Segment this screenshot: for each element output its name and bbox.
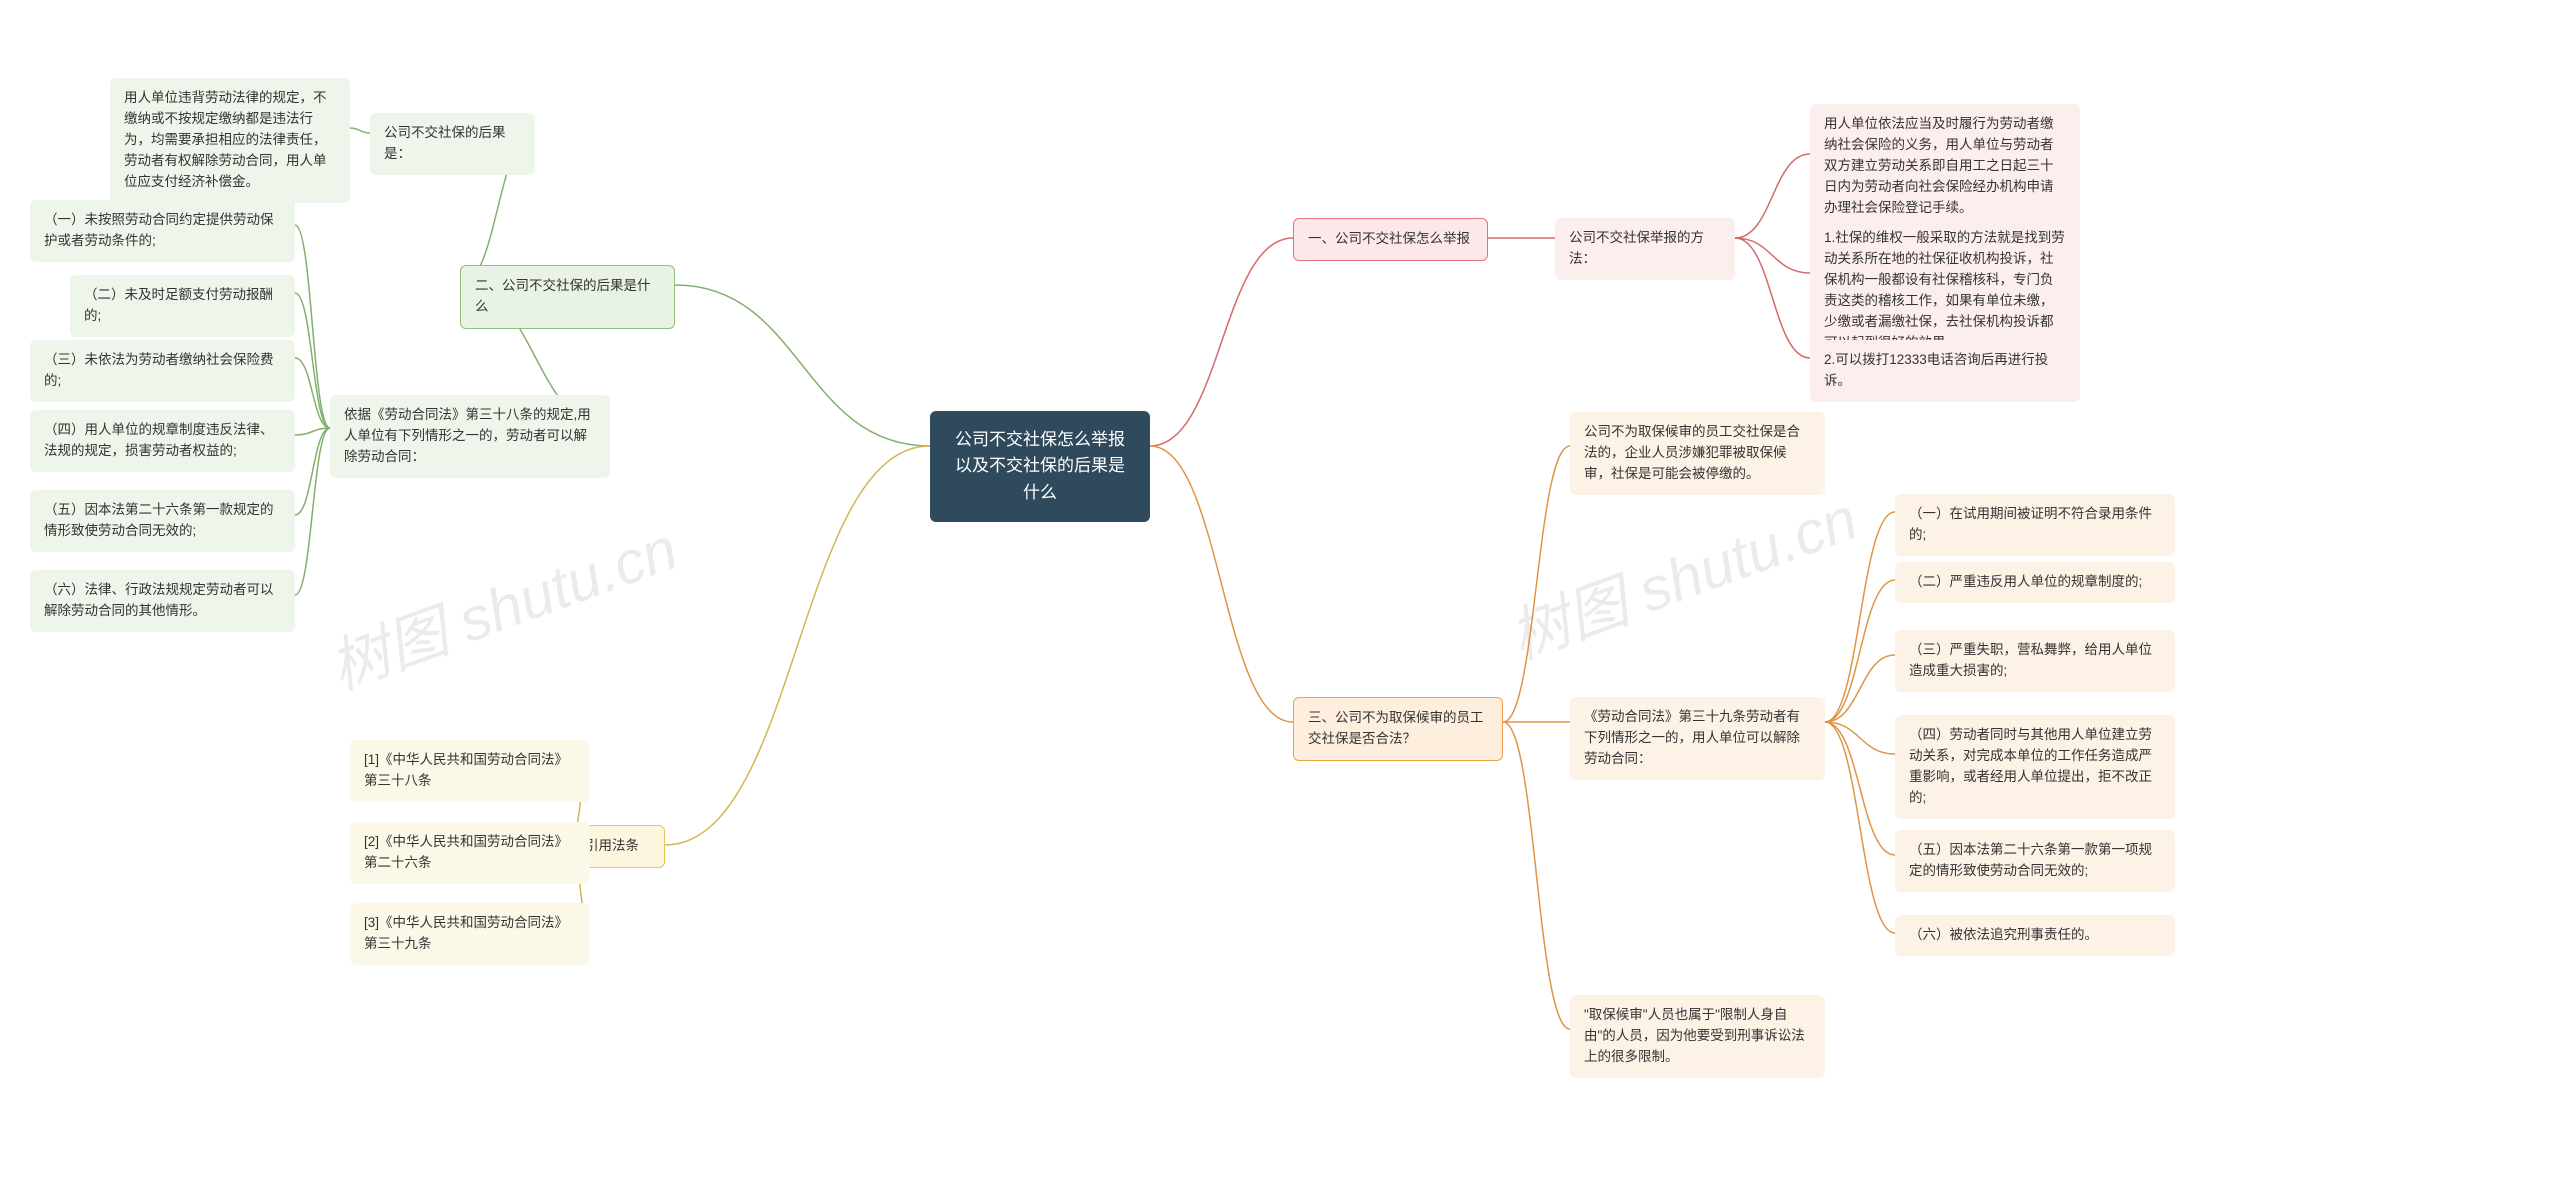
leaf-node: （二）严重违反用人单位的规章制度的; bbox=[1895, 562, 2175, 603]
branch-sub-article39: 《劳动合同法》第三十九条劳动者有下列情形之一的，用人单位可以解除劳动合同： bbox=[1570, 697, 1825, 780]
branch-sub-consequence-desc: 公司不交社保的后果是： bbox=[370, 113, 535, 175]
leaf-node: （三）未依法为劳动者缴纳社会保险费的; bbox=[30, 340, 295, 402]
branch-sub-article38: 依据《劳动合同法》第三十八条的规定,用人单位有下列情形之一的，劳动者可以解除劳动… bbox=[330, 395, 610, 478]
root-node: 公司不交社保怎么举报以及不交社保的后果是什么 bbox=[930, 411, 1150, 522]
leaf-node: （一）未按照劳动合同约定提供劳动保护或者劳动条件的; bbox=[30, 200, 295, 262]
leaf-node: [3]《中华人民共和国劳动合同法》 第三十九条 bbox=[350, 903, 590, 965]
leaf-node: （五）因本法第二十六条第一款规定的情形致使劳动合同无效的; bbox=[30, 490, 295, 552]
leaf-node: 用人单位依法应当及时履行为劳动者缴纳社会保险的义务，用人单位与劳动者双方建立劳动… bbox=[1810, 104, 2080, 229]
leaf-node: [2]《中华人民共和国劳动合同法》 第二十六条 bbox=[350, 822, 590, 884]
leaf-node: 用人单位违背劳动法律的规定，不缴纳或不按规定缴纳都是违法行为，均需要承担相应的法… bbox=[110, 78, 350, 203]
branch-sub-report-methods: 公司不交社保举报的方法： bbox=[1555, 218, 1735, 280]
leaf-node: （四）劳动者同时与其他用人单位建立劳动关系，对完成本单位的工作任务造成严重影响，… bbox=[1895, 715, 2175, 819]
leaf-node: （一）在试用期间被证明不符合录用条件的; bbox=[1895, 494, 2175, 556]
leaf-node: 2.可以拨打12333电话咨询后再进行投诉。 bbox=[1810, 340, 2080, 402]
connector-layer bbox=[0, 0, 2560, 1183]
leaf-node: （六）法律、行政法规规定劳动者可以解除劳动合同的其他情形。 bbox=[30, 570, 295, 632]
leaf-node: （二）未及时足额支付劳动报酬的; bbox=[70, 275, 295, 337]
branch-node-bail: 三、公司不为取保候审的员工交社保是否合法？ bbox=[1293, 697, 1503, 761]
watermark: 树图 shutu.cn bbox=[1496, 470, 1867, 676]
leaf-node: [1]《中华人民共和国劳动合同法》 第三十八条 bbox=[350, 740, 590, 802]
branch-node-consequences: 二、公司不交社保的后果是什么 bbox=[460, 265, 675, 329]
leaf-node: "取保候审"人员也属于"限制人身自由"的人员，因为他要受到刑事诉讼法上的很多限制… bbox=[1570, 995, 1825, 1078]
leaf-node: （五）因本法第二十六条第一款第一项规定的情形致使劳动合同无效的; bbox=[1895, 830, 2175, 892]
leaf-node: （四）用人单位的规章制度违反法律、法规的规定，损害劳动者权益的; bbox=[30, 410, 295, 472]
watermark: 树图 shutu.cn bbox=[316, 500, 687, 706]
leaf-node: （三）严重失职，营私舞弊，给用人单位造成重大损害的; bbox=[1895, 630, 2175, 692]
branch-node-report: 一、公司不交社保怎么举报 bbox=[1293, 218, 1488, 261]
leaf-node: 公司不为取保候审的员工交社保是合法的，企业人员涉嫌犯罪被取保候审，社保是可能会被… bbox=[1570, 412, 1825, 495]
leaf-node: （六）被依法追究刑事责任的。 bbox=[1895, 915, 2175, 956]
